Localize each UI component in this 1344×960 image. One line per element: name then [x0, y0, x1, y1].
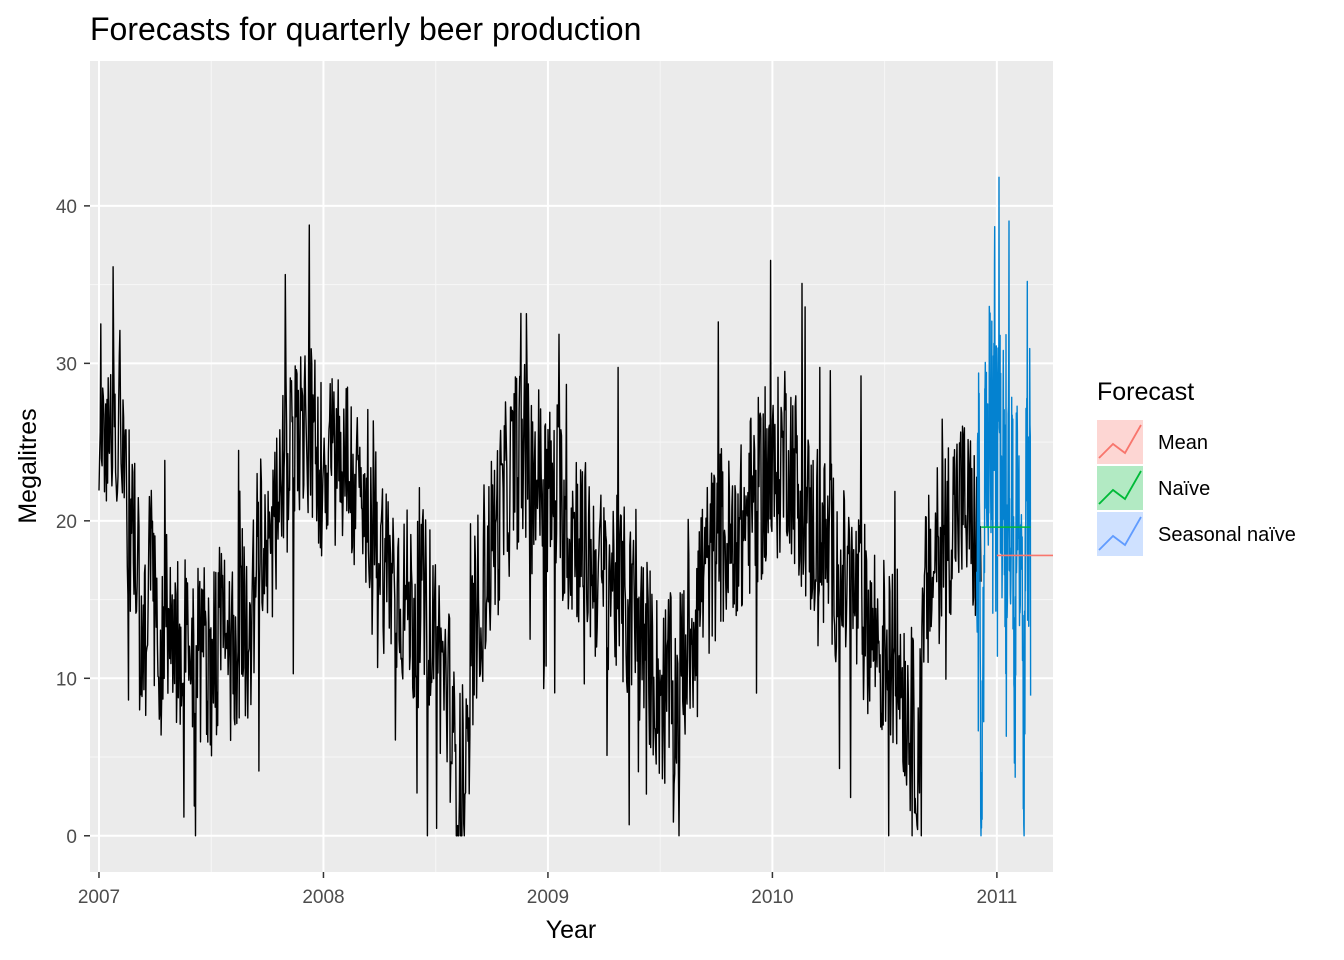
legend-title: Forecast: [1097, 378, 1194, 406]
y-tick-label: 20: [56, 512, 77, 533]
legend-key-swatch: [1097, 466, 1143, 510]
y-tick-label: 30: [56, 354, 77, 375]
x-axis-title: Year: [546, 916, 597, 944]
legend-key-swatch: [1097, 512, 1143, 556]
chart-title: Forecasts for quarterly beer production: [90, 11, 641, 47]
legend-key-swatch: [1097, 420, 1143, 464]
y-tick-label: 40: [56, 197, 77, 218]
legend-key-line: [1098, 516, 1142, 551]
x-tick-label: 2007: [78, 887, 120, 908]
legend-item: Seasonal naïve: [1097, 512, 1296, 556]
legend-label: Mean: [1158, 432, 1208, 454]
y-axis-ticks: 0 10 20 30 40: [56, 197, 90, 848]
legend-label: Naïve: [1158, 478, 1210, 500]
legend-key-line: [1098, 424, 1142, 459]
x-tick-label: 2008: [302, 887, 344, 908]
observed-series-line: [98, 224, 982, 837]
legend-key-line: [1098, 470, 1142, 505]
legend-item: Mean: [1097, 420, 1208, 464]
legend-keys: Mean Naïve Seasonal naïve: [1097, 420, 1296, 556]
legend: Forecast Mean Naïve Seasonal naïve: [1097, 378, 1296, 556]
legend-item: Naïve: [1097, 466, 1210, 510]
y-axis-title: Megalitres: [14, 408, 42, 523]
legend-label: Seasonal naïve: [1158, 524, 1296, 546]
x-tick-label: 2010: [751, 887, 793, 908]
y-tick-label: 0: [66, 827, 77, 848]
series-layer: [98, 176, 1053, 837]
x-tick-label: 2011: [976, 887, 1017, 908]
y-tick-label: 10: [56, 669, 77, 690]
x-tick-label: 2009: [527, 887, 569, 908]
seasonal-na-ve-series-line: [976, 176, 1032, 837]
x-axis-ticks: 2007 2008 2009 2010 2011: [78, 872, 1017, 908]
